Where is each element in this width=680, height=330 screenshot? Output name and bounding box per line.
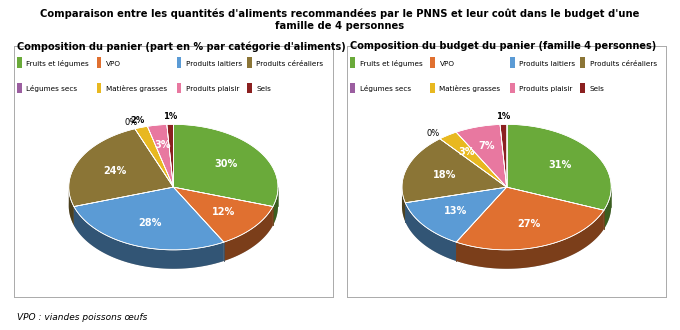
Text: Produits céréaliers: Produits céréaliers xyxy=(256,61,324,67)
Polygon shape xyxy=(604,188,611,229)
Polygon shape xyxy=(402,139,507,203)
Text: 3%: 3% xyxy=(154,140,171,150)
Text: 24%: 24% xyxy=(103,166,126,176)
Polygon shape xyxy=(500,124,507,187)
Text: Matières grasses: Matières grasses xyxy=(439,85,500,92)
Text: VPO : viandes poissons œufs: VPO : viandes poissons œufs xyxy=(17,313,148,322)
Polygon shape xyxy=(69,187,74,225)
Polygon shape xyxy=(402,143,611,269)
Text: 28%: 28% xyxy=(138,218,161,228)
Text: VPO: VPO xyxy=(439,61,454,67)
FancyBboxPatch shape xyxy=(430,57,435,68)
Polygon shape xyxy=(405,203,456,261)
Text: Fruits et légumes: Fruits et légumes xyxy=(27,60,89,67)
Polygon shape xyxy=(507,124,611,210)
Polygon shape xyxy=(74,207,224,269)
Text: 7%: 7% xyxy=(479,141,495,151)
FancyBboxPatch shape xyxy=(247,57,252,68)
Polygon shape xyxy=(273,187,278,225)
Text: 30%: 30% xyxy=(214,159,237,169)
Text: Légumes secs: Légumes secs xyxy=(360,85,411,92)
FancyBboxPatch shape xyxy=(510,82,515,93)
Text: 18%: 18% xyxy=(433,170,456,180)
Text: Fruits et légumes: Fruits et légumes xyxy=(360,60,422,67)
Text: Sels: Sels xyxy=(256,86,271,92)
Polygon shape xyxy=(69,143,278,269)
FancyBboxPatch shape xyxy=(580,82,585,93)
FancyBboxPatch shape xyxy=(580,57,585,68)
Text: Sels: Sels xyxy=(590,86,605,92)
Polygon shape xyxy=(440,132,507,187)
Polygon shape xyxy=(148,124,173,187)
Text: 1%: 1% xyxy=(163,112,177,121)
Text: VPO: VPO xyxy=(106,61,121,67)
Polygon shape xyxy=(456,210,604,269)
FancyBboxPatch shape xyxy=(247,82,252,93)
FancyBboxPatch shape xyxy=(17,82,22,93)
Text: Composition du budget du panier (famille 4 personnes): Composition du budget du panier (famille… xyxy=(350,41,656,51)
FancyBboxPatch shape xyxy=(17,57,22,68)
Text: Comparaison entre les quantités d'aliments recommandées par le PNNS et leur coût: Comparaison entre les quantités d'alimen… xyxy=(40,8,640,19)
Text: 3%: 3% xyxy=(458,147,475,157)
Polygon shape xyxy=(135,126,173,187)
Text: famille de 4 personnes: famille de 4 personnes xyxy=(275,21,405,31)
FancyBboxPatch shape xyxy=(177,82,182,93)
Text: 0%: 0% xyxy=(124,118,137,127)
Polygon shape xyxy=(173,124,278,207)
FancyBboxPatch shape xyxy=(430,82,435,93)
Polygon shape xyxy=(402,187,405,221)
Text: Produits laitiers: Produits laitiers xyxy=(520,61,575,67)
Polygon shape xyxy=(456,124,507,187)
Text: Matières grasses: Matières grasses xyxy=(106,85,167,92)
Polygon shape xyxy=(167,124,173,187)
Text: Produits plaisir: Produits plaisir xyxy=(520,86,573,92)
Polygon shape xyxy=(224,207,273,261)
Text: 0%: 0% xyxy=(426,129,440,138)
Text: 31%: 31% xyxy=(549,160,572,170)
Polygon shape xyxy=(456,187,604,250)
Polygon shape xyxy=(173,187,273,242)
Text: 13%: 13% xyxy=(444,206,467,216)
FancyBboxPatch shape xyxy=(350,57,355,68)
Text: 2%: 2% xyxy=(130,116,144,125)
Text: Produits laitiers: Produits laitiers xyxy=(186,61,242,67)
FancyBboxPatch shape xyxy=(350,82,355,93)
Text: Composition du panier (part en % par catégorie d'aliments): Composition du panier (part en % par cat… xyxy=(17,41,345,52)
Polygon shape xyxy=(69,129,173,207)
FancyBboxPatch shape xyxy=(97,82,101,93)
Text: Produits céréaliers: Produits céréaliers xyxy=(590,61,657,67)
FancyBboxPatch shape xyxy=(510,57,515,68)
Text: 12%: 12% xyxy=(211,207,235,217)
FancyBboxPatch shape xyxy=(177,57,182,68)
Polygon shape xyxy=(74,187,224,250)
Text: Légumes secs: Légumes secs xyxy=(27,85,78,92)
FancyBboxPatch shape xyxy=(97,57,101,68)
Text: 1%: 1% xyxy=(496,112,510,121)
Polygon shape xyxy=(405,187,507,242)
Text: 27%: 27% xyxy=(517,219,540,229)
Text: Produits plaisir: Produits plaisir xyxy=(186,86,239,92)
